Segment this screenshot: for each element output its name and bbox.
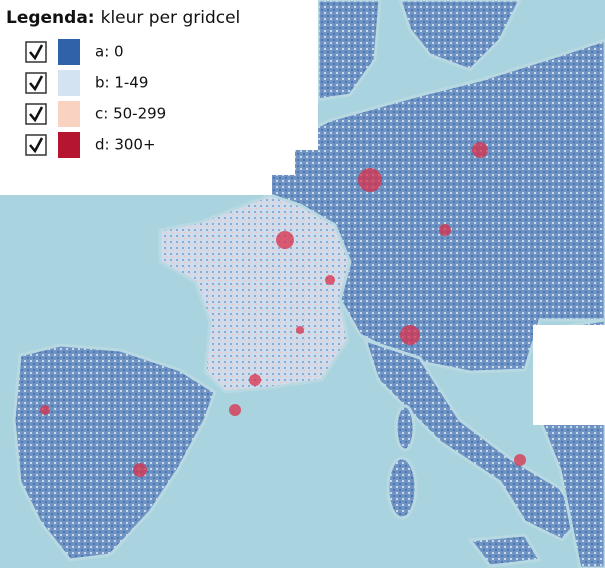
checkmark <box>29 137 44 154</box>
hotspot <box>133 463 147 477</box>
city-hotspots <box>40 142 526 477</box>
hotspot <box>514 454 526 466</box>
hotspot <box>439 224 451 236</box>
legend-swatch <box>58 101 80 127</box>
legend-checkbox[interactable] <box>25 134 47 156</box>
legend-swatch <box>58 39 80 65</box>
hotspot <box>276 231 294 249</box>
legend-label: d: 300+ <box>95 136 156 154</box>
legend-label: b: 1-49 <box>95 74 148 92</box>
hotspot <box>229 404 241 416</box>
blank-tile <box>533 325 605 425</box>
checkmark <box>29 106 44 123</box>
scandinavia <box>398 0 522 72</box>
iberia <box>12 343 217 562</box>
hotspot <box>472 142 488 158</box>
legend-subtitle: kleur per gridcel <box>101 8 241 28</box>
legend-checkbox[interactable] <box>25 72 47 94</box>
hotspot <box>296 326 304 334</box>
britain <box>316 0 382 102</box>
legend-label: a: 0 <box>95 43 124 61</box>
hotspot <box>40 405 50 415</box>
legend-title: Legenda: <box>6 8 95 28</box>
hotspot <box>358 168 382 192</box>
checkmark <box>29 44 44 61</box>
legend-items: a: 0 b: 1-49 c: 50-299 d: 300+ <box>25 39 166 158</box>
legend-swatch <box>58 132 80 158</box>
legend-label: c: 50-299 <box>95 105 166 123</box>
checkmark <box>29 75 44 92</box>
hotspot <box>249 374 261 386</box>
hotspot <box>325 275 335 285</box>
france <box>158 193 352 394</box>
hotspot <box>400 325 420 345</box>
legend-panel <box>0 0 318 195</box>
legend-checkbox[interactable] <box>25 103 47 125</box>
corsica <box>394 404 416 452</box>
legend-swatch <box>58 70 80 96</box>
sicily <box>467 533 543 568</box>
sardinia <box>386 456 418 520</box>
legend-checkbox[interactable] <box>25 41 47 63</box>
